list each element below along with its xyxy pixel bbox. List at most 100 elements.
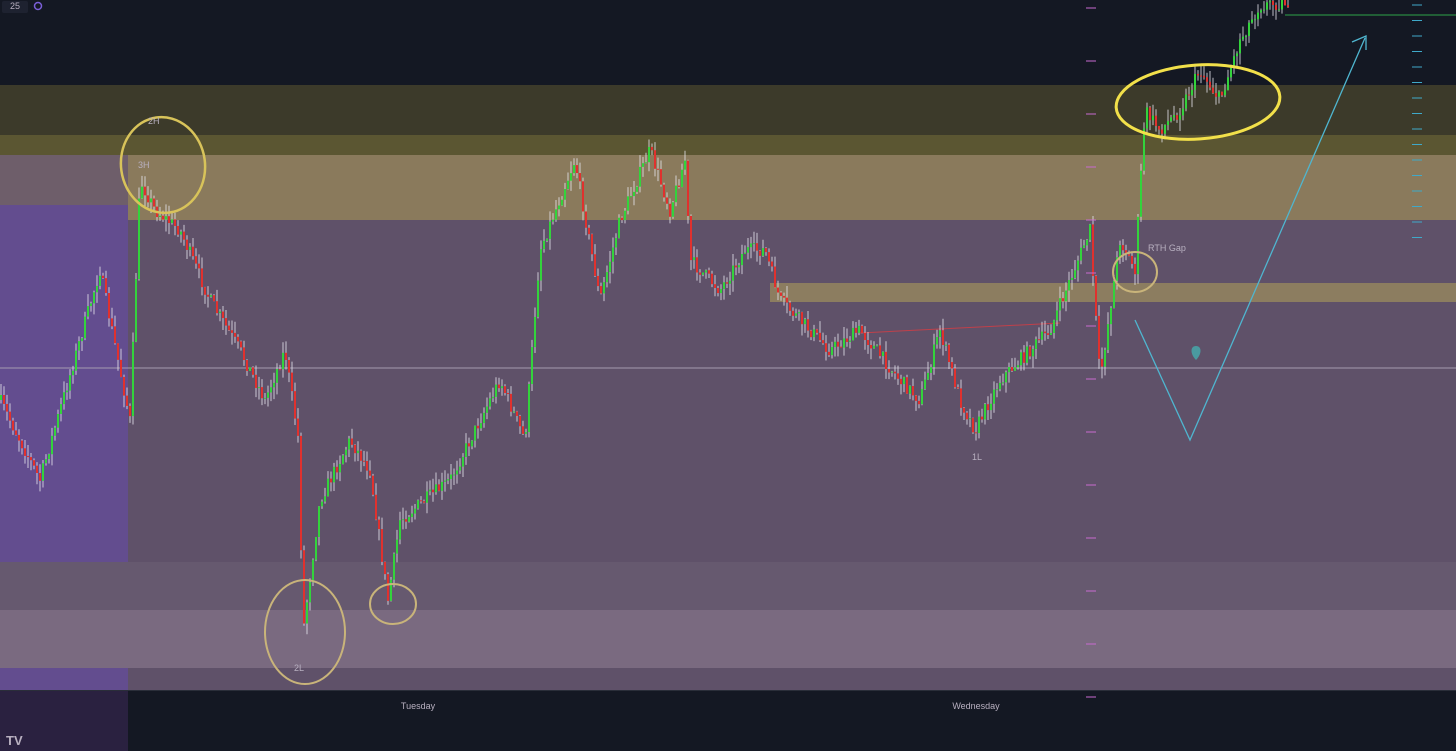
candle-body: [813, 329, 815, 338]
candle-body: [639, 166, 641, 187]
candle-body: [1083, 245, 1085, 248]
candle-body: [474, 425, 476, 441]
candle-body: [663, 184, 665, 198]
candles: [0, 0, 1289, 635]
candle-body: [969, 418, 971, 420]
candle-body: [615, 238, 617, 248]
candle-body: [939, 330, 941, 338]
candle-body: [678, 185, 680, 187]
candle-body: [1182, 108, 1184, 116]
candle-body: [576, 165, 578, 174]
candle-body: [243, 347, 245, 361]
candle-body: [486, 406, 488, 413]
candle-body: [192, 246, 194, 257]
candle-body: [531, 347, 533, 385]
candle-body: [324, 496, 326, 502]
candle-body: [588, 227, 590, 235]
candle-body: [339, 463, 341, 473]
candle-body: [771, 261, 773, 267]
candle-body: [9, 411, 11, 421]
candle-body: [1026, 346, 1028, 363]
candle-body: [69, 375, 71, 391]
candle-body: [24, 448, 26, 456]
candle-body: [840, 346, 842, 348]
candle-body: [1122, 245, 1124, 251]
candle-body: [36, 465, 38, 473]
candle-body: [861, 325, 863, 333]
candle-body: [96, 285, 98, 293]
candle-body: [84, 316, 86, 339]
candle-body: [360, 450, 362, 461]
candle-body: [1200, 75, 1202, 77]
candle-body: [966, 412, 968, 420]
candle-body: [957, 387, 959, 389]
candle-body: [327, 478, 329, 497]
candle-body: [996, 389, 998, 391]
candle-body: [1077, 260, 1079, 271]
candle-body: [159, 215, 161, 218]
candle-body: [1038, 339, 1040, 341]
candle-body: [1134, 263, 1136, 275]
annotation-circle: [1112, 251, 1158, 293]
candle-body: [33, 460, 35, 466]
candle-body: [612, 247, 614, 262]
candle-body: [1218, 91, 1220, 97]
candle-body: [57, 413, 59, 428]
candle-body: [1170, 117, 1172, 122]
candle-body: [705, 270, 707, 273]
candle-body: [1245, 35, 1247, 37]
candle-body: [153, 198, 155, 207]
candle-body: [1068, 279, 1070, 291]
zone-low: [0, 562, 1456, 610]
candle-body: [1095, 275, 1097, 316]
candle-body: [99, 275, 101, 286]
candle-body: [1212, 87, 1214, 94]
candle-body: [1119, 245, 1121, 258]
candle-body: [1104, 349, 1106, 367]
candle-body: [447, 479, 449, 481]
candle-body: [222, 311, 224, 319]
candle-body: [945, 344, 947, 346]
candle-body: [687, 160, 689, 216]
candle-body: [267, 392, 269, 398]
candle-body: [507, 392, 509, 394]
candle-body: [1062, 298, 1064, 302]
candle-body: [783, 295, 785, 298]
candle-body: [774, 266, 776, 288]
candle-body: [405, 519, 407, 522]
candle-body: [738, 265, 740, 268]
candle-body: [516, 411, 518, 416]
candle-body: [1278, 9, 1280, 11]
candle-body: [432, 489, 434, 493]
arrow-head: [1351, 35, 1367, 50]
candle-body: [1272, 0, 1274, 6]
candle-body: [651, 146, 653, 151]
candle-body: [150, 198, 152, 203]
candle-body: [1128, 254, 1130, 256]
candle-body: [828, 351, 830, 356]
candle-body: [435, 484, 437, 493]
candle-body: [21, 440, 23, 449]
candle-body: [543, 240, 545, 250]
interval-button[interactable]: [2, 1, 28, 13]
candle-body: [648, 146, 650, 163]
interval-text[interactable]: 25: [10, 1, 20, 11]
candle-body: [303, 550, 305, 624]
candle-body: [75, 350, 77, 371]
candle-body: [123, 376, 125, 396]
candle-body: [330, 478, 332, 483]
candle-body: [1086, 239, 1088, 246]
candle-body: [888, 369, 890, 373]
settings-icon[interactable]: [33, 1, 43, 11]
price-scale-ticks: [1086, 4, 1422, 698]
candle-body: [546, 238, 548, 241]
candle-body: [618, 217, 620, 239]
annotation-circle: [1114, 63, 1282, 141]
candle-body: [357, 450, 359, 454]
candle-body: [1209, 81, 1211, 88]
candle-body: [702, 272, 704, 275]
candle-body: [621, 217, 623, 221]
candle-body: [210, 295, 212, 297]
candle-body: [1266, 2, 1268, 10]
